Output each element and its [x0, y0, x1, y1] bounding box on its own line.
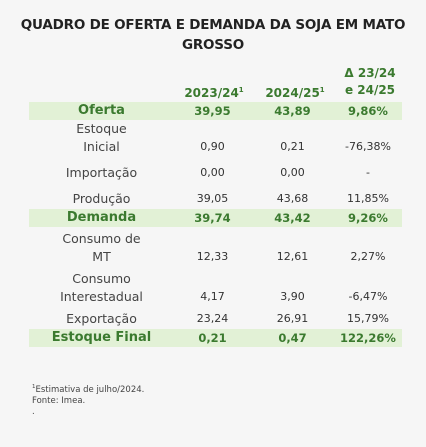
- value-variation: -6,47%: [348, 290, 388, 303]
- value-2024-25: 43,42: [251, 209, 334, 227]
- footnote-source: Fonte: Imea.: [32, 395, 86, 406]
- row-label: Exportação: [66, 311, 137, 326]
- row-label: Consumo Interestadual: [60, 271, 143, 304]
- value-2024-25: 0,47: [251, 329, 334, 347]
- value-2023-24: 4,17: [200, 290, 225, 303]
- column-header-2023-24: 2023/241: [176, 82, 252, 102]
- value-2023-24: 0,21: [174, 329, 251, 347]
- value-2024-25: 43,68: [276, 192, 309, 205]
- footnote-line-1: 1Estimativa de julho/2024.: [32, 382, 144, 396]
- table-row: Estoque Final 0,21 0,47 122,26%: [29, 329, 402, 347]
- column-header-variation-line1: Δ 23/24: [344, 66, 396, 80]
- value-2023-24: 39,95: [174, 102, 251, 120]
- value-2024-25: 26,91: [276, 312, 309, 325]
- row-label: Demanda: [29, 209, 174, 227]
- column-header-2024-25-footnote-mark: 1: [319, 86, 325, 94]
- table-row: Oferta 39,95 43,89 9,86%: [29, 102, 402, 120]
- value-2023-24: 0,00: [200, 166, 225, 179]
- table-row: Demanda 39,74 43,42 9,26%: [29, 209, 402, 227]
- footnote-dot: .: [32, 406, 35, 417]
- footnote: 1Estimativa de julho/2024. Fonte: Imea. …: [32, 382, 144, 418]
- value-variation: 122,26%: [334, 329, 402, 347]
- row-label: Estoque Inicial: [76, 121, 127, 154]
- supply-demand-table: Oferta 39,95 43,89 9,86% Estoque Inicial 0,90…: [29, 102, 402, 347]
- table-row: Exportação 23,24 26,91 15,79%: [29, 307, 402, 329]
- footnote-text: Estimativa de julho/2024.: [35, 384, 145, 395]
- value-2024-25: 3,90: [280, 290, 305, 303]
- table-row: Consumo de MT 12,33 12,61 2,27%: [29, 227, 402, 267]
- footnote-mark: 1: [32, 384, 36, 390]
- row-label-cell: Consumo Interestadual: [29, 267, 174, 307]
- value-2023-24: 39,74: [174, 209, 251, 227]
- column-header-variation-line2: e 24/25: [344, 83, 396, 97]
- row-label: Produção: [72, 191, 131, 206]
- table-body: Oferta 39,95 43,89 9,86% Estoque Inicial 0,90…: [29, 102, 402, 347]
- value-2024-25: 0,00: [280, 166, 305, 179]
- value-variation: -76,38%: [345, 140, 391, 153]
- table-row: Estoque Inicial 0,90 0,21 -76,38%: [29, 120, 402, 157]
- value-2024-25: 43,89: [251, 102, 334, 120]
- value-variation: 9,26%: [334, 209, 402, 227]
- column-header-variation: Δ 23/24 e 24/25: [334, 65, 406, 99]
- value-variation: 15,79%: [347, 312, 389, 325]
- row-label: Importação: [65, 165, 138, 180]
- value-variation: 9,86%: [334, 102, 402, 120]
- row-label-cell: Estoque Inicial: [29, 120, 174, 157]
- value-2023-24: 39,05: [196, 192, 229, 205]
- value-2023-24: 12,33: [196, 250, 229, 263]
- value-variation: -: [366, 166, 370, 179]
- value-variation: 2,27%: [350, 250, 386, 263]
- table-title: QUADRO DE OFERTA E DEMANDA DA SOJA EM MA…: [20, 17, 406, 53]
- value-2023-24: 23,24: [196, 312, 229, 325]
- column-header-2024-25-label: 2024/25: [265, 86, 320, 100]
- value-2023-24: 0,90: [200, 140, 225, 153]
- value-2024-25: 0,21: [280, 140, 305, 153]
- row-label-cell: Consumo de MT: [29, 227, 174, 267]
- table-row: Consumo Interestadual 4,17 3,90 -6,47%: [29, 267, 402, 307]
- column-header-2024-25: 2024/251: [256, 82, 334, 102]
- column-header-2023-24-label: 2023/24: [184, 86, 239, 100]
- row-label: Oferta: [29, 102, 174, 120]
- value-2024-25: 12,61: [276, 250, 309, 263]
- table-row: Produção 39,05 43,68 11,85%: [29, 183, 402, 209]
- row-label: Estoque Final: [29, 329, 174, 347]
- value-variation: 11,85%: [347, 192, 389, 205]
- row-label: Consumo de MT: [62, 231, 141, 264]
- column-header-2023-24-footnote-mark: 1: [238, 86, 244, 94]
- table-row: Importação 0,00 0,00 -: [29, 157, 402, 183]
